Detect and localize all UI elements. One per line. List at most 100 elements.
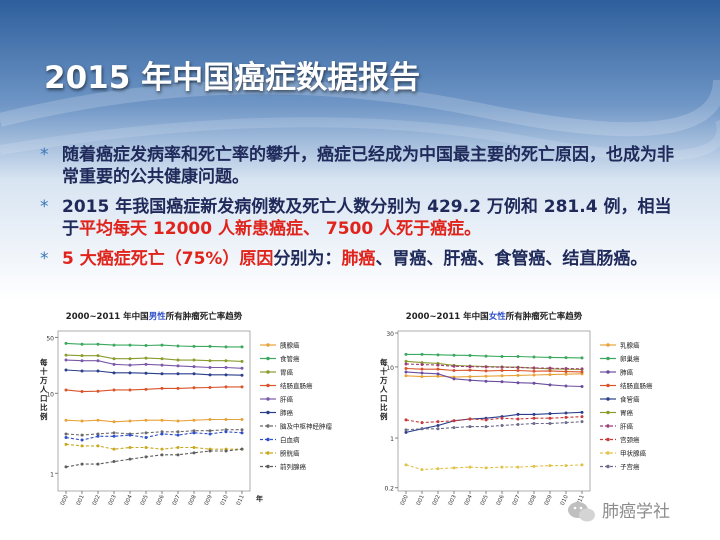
- data-point: [484, 425, 488, 429]
- data-point: [516, 417, 520, 421]
- data-point: [500, 355, 504, 359]
- data-point: [160, 343, 164, 347]
- data-point: [420, 421, 424, 425]
- data-point: [192, 445, 196, 449]
- data-point: [160, 447, 164, 451]
- data-point: [128, 357, 132, 361]
- data-point: [240, 417, 244, 421]
- legend-marker: [266, 397, 270, 401]
- legend-marker: [266, 410, 270, 415]
- data-point: [420, 375, 424, 379]
- x-axis-label: 年: [256, 494, 263, 503]
- data-point: [64, 353, 68, 357]
- chart-title-prefix: 2000~2011 年中国: [66, 311, 149, 322]
- data-point: [112, 343, 116, 347]
- data-point: [176, 445, 180, 449]
- data-point: [208, 417, 212, 421]
- x-tick-label: 2000: [398, 494, 410, 505]
- data-point: [516, 465, 520, 469]
- legend-label: 膀胱癌: [280, 449, 300, 458]
- data-point: [80, 462, 84, 466]
- data-point: [436, 374, 440, 378]
- y-tick-label: 10: [46, 391, 54, 398]
- series-line: [65, 342, 242, 348]
- data-point: [500, 369, 504, 373]
- data-point: [564, 411, 568, 415]
- y-axis-label-char: 万: [39, 376, 48, 385]
- data-point: [80, 390, 84, 394]
- data-point: [144, 431, 148, 435]
- data-point: [176, 364, 180, 368]
- data-point: [516, 369, 520, 373]
- data-point: [548, 416, 552, 420]
- data-point: [64, 432, 68, 436]
- data-point: [468, 425, 472, 429]
- data-point: [64, 341, 68, 345]
- data-point: [580, 415, 584, 419]
- data-point: [128, 363, 132, 367]
- legend-marker: [606, 397, 610, 401]
- y-axis-label-char: 口: [380, 394, 388, 403]
- series-line: [65, 359, 243, 369]
- data-point: [240, 428, 244, 432]
- data-point: [208, 373, 212, 377]
- data-point: [64, 388, 68, 392]
- bullet-text: 、胃癌、肝癌、食管癌、结直肠癌。: [375, 249, 648, 269]
- bullet-star-icon: *: [40, 145, 49, 165]
- data-point: [128, 371, 132, 375]
- x-tick-label: 2011: [234, 494, 245, 505]
- y-axis-label-char: 十: [40, 366, 48, 376]
- data-point: [128, 343, 132, 347]
- data-point: [192, 372, 196, 376]
- x-tick-label: 2009: [202, 494, 214, 505]
- data-point: [224, 345, 228, 349]
- legend-marker: [266, 437, 270, 442]
- data-point: [96, 389, 100, 393]
- series-line: [65, 386, 242, 393]
- data-point: [240, 447, 244, 451]
- plot-area: [57, 330, 251, 492]
- data-point: [128, 457, 132, 461]
- data-point: [532, 416, 536, 420]
- legend-label: 食管癌: [280, 354, 300, 363]
- data-point: [160, 453, 164, 457]
- data-point: [96, 369, 100, 373]
- data-point: [224, 359, 228, 363]
- data-point: [192, 431, 196, 435]
- bullet-highlight: 肺癌: [341, 249, 376, 269]
- legend-label: 乳腺癌: [620, 341, 640, 350]
- data-point: [580, 370, 584, 374]
- series-line: [405, 360, 583, 371]
- data-point: [240, 359, 244, 363]
- data-point: [96, 354, 100, 358]
- legend-marker: [606, 464, 610, 469]
- legend-marker: [606, 437, 610, 442]
- data-point: [176, 372, 180, 376]
- data-point: [112, 420, 116, 424]
- x-tick-label: 2006: [154, 494, 166, 505]
- data-point: [404, 418, 408, 422]
- data-point: [144, 371, 148, 375]
- data-point: [80, 438, 84, 442]
- y-axis-label-char: 口: [40, 394, 48, 403]
- legend-label: 食管癌: [620, 395, 640, 404]
- watermark-text: 肺癌学社: [602, 502, 670, 522]
- legend-marker: [606, 356, 610, 361]
- data-point: [436, 353, 440, 357]
- legend-label: 胰腺癌: [280, 341, 300, 350]
- data-point: [452, 466, 456, 470]
- data-point: [452, 353, 456, 357]
- y-axis-label-char: 万: [379, 376, 388, 385]
- series-line: [65, 354, 243, 362]
- series-line: [65, 369, 243, 376]
- data-point: [532, 366, 536, 370]
- data-point: [532, 381, 536, 385]
- data-point: [564, 370, 568, 374]
- data-point: [436, 424, 440, 428]
- data-point: [420, 367, 424, 371]
- data-point: [96, 434, 100, 438]
- y-axis-label-char: 比: [40, 402, 48, 412]
- x-tick-label: 2009: [542, 494, 554, 505]
- data-point: [532, 369, 536, 373]
- data-point: [452, 369, 456, 373]
